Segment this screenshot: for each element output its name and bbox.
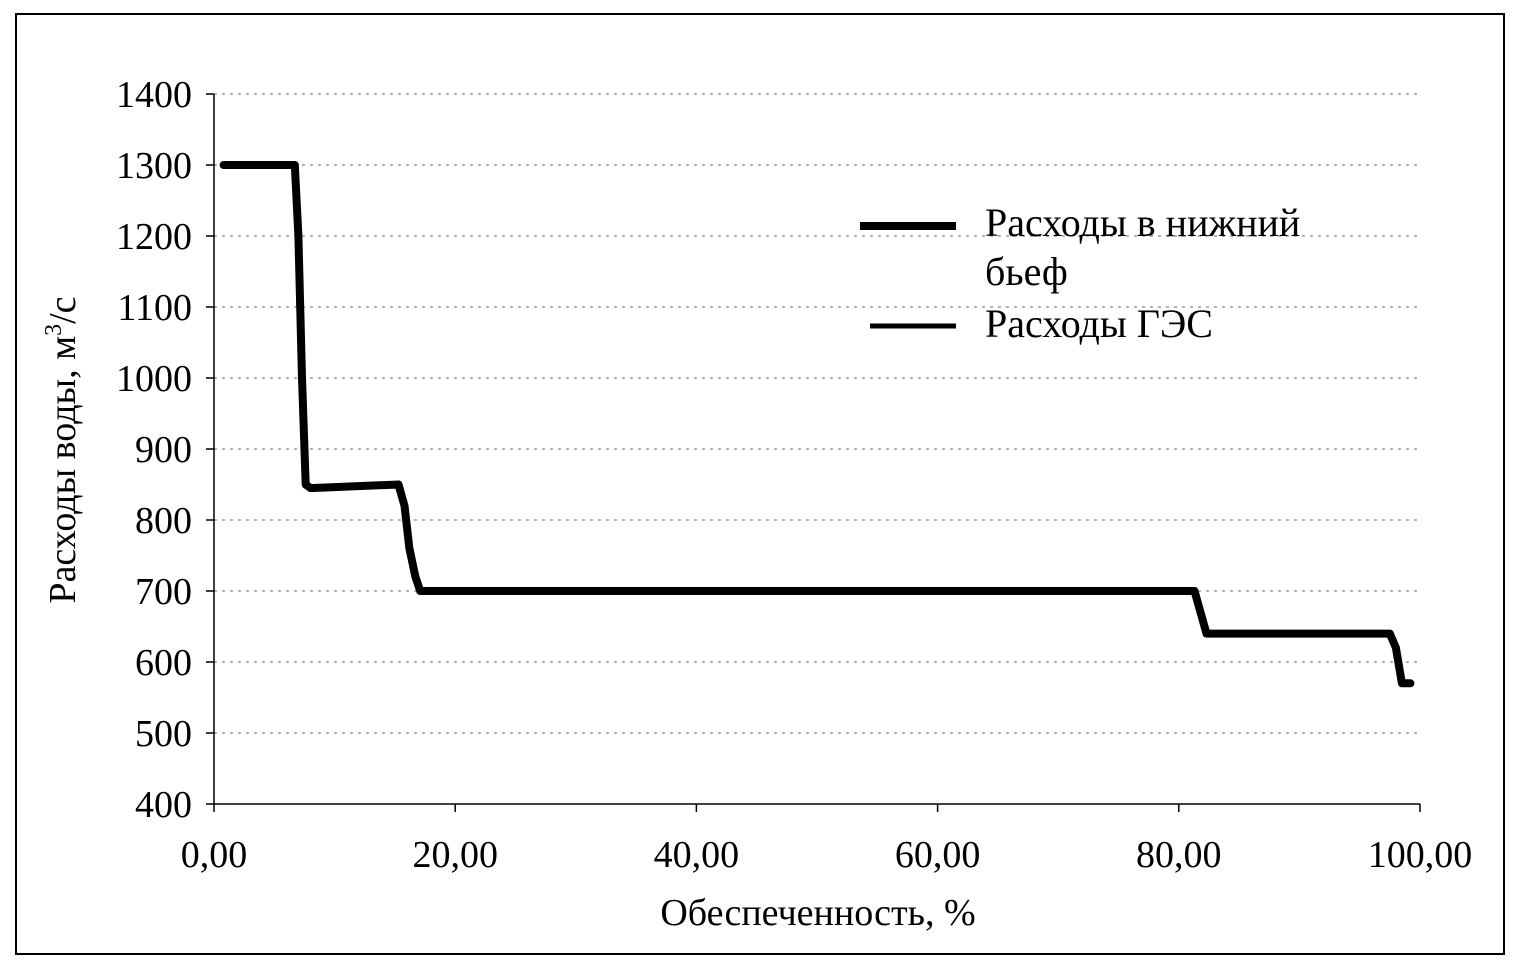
legend-label-hpp: Расходы ГЭС bbox=[985, 301, 1213, 346]
y-tick-label-1100: 1100 bbox=[117, 287, 192, 329]
y-tick-label-800: 800 bbox=[135, 500, 192, 542]
y-tick-label-1400: 1400 bbox=[116, 74, 192, 116]
legend-label-lower-pool-line1: Расходы в нижний bbox=[985, 200, 1300, 245]
x-tick-label-80: 80,00 bbox=[1136, 834, 1222, 876]
chart-outer-border bbox=[15, 13, 1505, 955]
y-axis-title-main: Расходы воды, м bbox=[42, 336, 84, 604]
y-tick-label-1300: 1300 bbox=[116, 145, 192, 187]
y-tick-label-700: 700 bbox=[135, 571, 192, 613]
series-line-1 bbox=[221, 162, 1413, 686]
series-layer bbox=[219, 161, 1415, 688]
label-layer: 400 500 600 700 800 900 1000 1100 1200 1300 1400 0,… bbox=[116, 74, 1472, 876]
y-axis-title-tail: /с bbox=[42, 296, 84, 323]
y-tick-label-1200: 1200 bbox=[116, 216, 192, 258]
x-tick-label-100: 100,00 bbox=[1368, 834, 1473, 876]
y-tick-label-600: 600 bbox=[135, 642, 192, 684]
y-tick-label-1000: 1000 bbox=[116, 358, 192, 400]
y-tick-label-900: 900 bbox=[135, 429, 192, 471]
x-tick-label-20: 20,00 bbox=[412, 834, 498, 876]
y-tick-label-400: 400 bbox=[135, 784, 192, 826]
x-tick-label-60: 60,00 bbox=[895, 834, 981, 876]
x-tick-label-40: 40,00 bbox=[654, 834, 740, 876]
x-axis-title: Обеспеченность, % bbox=[660, 892, 975, 934]
axis-layer bbox=[206, 93, 1421, 812]
y-axis-title-sup: 3 bbox=[41, 324, 67, 336]
y-axis-title: Расходы воды, м3/с bbox=[41, 296, 84, 603]
y-tick-label-500: 500 bbox=[135, 713, 192, 755]
x-tick-label-0: 0,00 bbox=[181, 834, 248, 876]
grid-layer bbox=[214, 93, 1420, 734]
legend: Расходы в нижний бьеф Расходы ГЭС bbox=[860, 200, 1300, 346]
legend-label-lower-pool-line2: бьеф bbox=[985, 249, 1068, 294]
